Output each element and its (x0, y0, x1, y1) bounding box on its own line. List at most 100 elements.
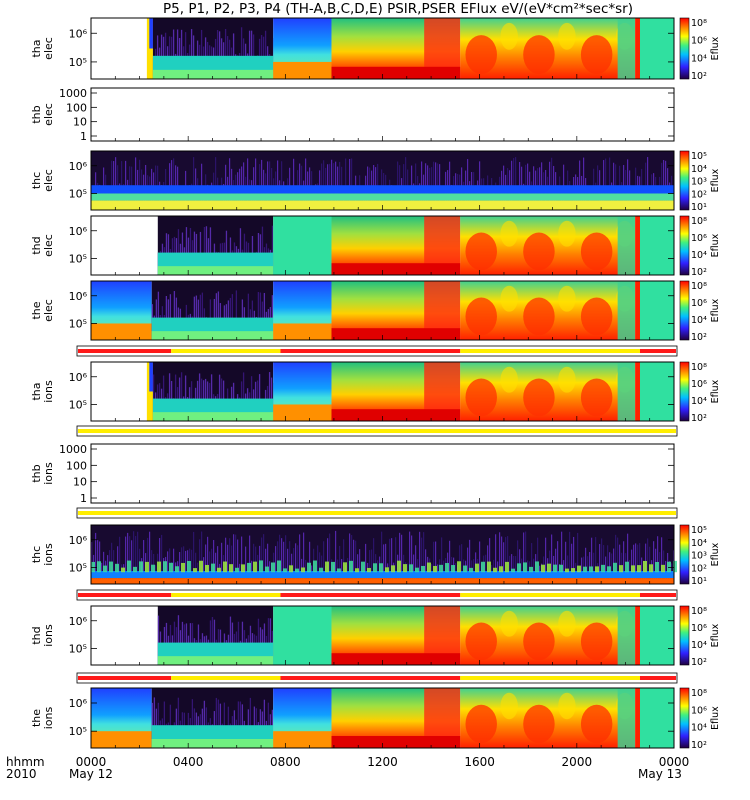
data-cell (499, 532, 501, 584)
colorbar-title: Eflux (710, 298, 721, 322)
y-tick-label: 10⁵ (69, 561, 87, 574)
data-cell (151, 331, 274, 340)
data-cell (558, 22, 576, 50)
data-cell (365, 543, 367, 584)
data-cell (171, 160, 173, 210)
data-cell (531, 543, 533, 584)
data-cell (224, 28, 227, 80)
data-cell (500, 610, 518, 637)
colorbar-tick-label: 10⁴ (691, 53, 707, 64)
data-cell (511, 568, 515, 573)
data-cell (169, 294, 172, 340)
data-cell (411, 535, 413, 584)
data-cell (231, 294, 234, 340)
data-cell (503, 542, 505, 584)
colorbar-tick-label: 10⁸ (691, 281, 707, 292)
data-cell (595, 566, 599, 573)
data-cell (627, 159, 629, 210)
colorbar (679, 150, 690, 211)
data-cell (283, 568, 287, 573)
mode-bar-segment (639, 349, 676, 353)
data-cell (467, 547, 469, 584)
data-cell (639, 281, 674, 340)
data-cell (263, 534, 265, 584)
mode-bar-tha-ions (76, 425, 678, 437)
panel-ylabel: the (30, 709, 43, 727)
data-cell (577, 532, 579, 584)
data-cell (565, 568, 569, 573)
data-cell (135, 536, 137, 584)
data-cell (129, 536, 131, 584)
data-cell (401, 534, 403, 584)
colorbar-title: Eflux (710, 623, 721, 647)
panel-ylabel-units: elec (42, 103, 55, 126)
colorbar-tick-label: 10⁴ (691, 250, 707, 261)
data-cell (423, 532, 425, 584)
data-cell (331, 263, 461, 275)
hhmm-label: hhmm (6, 755, 45, 769)
data-cell (180, 372, 183, 421)
data-cell (255, 158, 257, 210)
data-cell (177, 697, 180, 748)
data-cell (577, 565, 581, 573)
data-cell (181, 562, 185, 573)
colorbar-tick-label: 10⁸ (691, 606, 707, 617)
data-cell (635, 18, 640, 79)
data-cell (547, 563, 551, 573)
data-cell (264, 30, 267, 80)
data-cell (465, 297, 497, 336)
data-cell (647, 157, 649, 210)
data-cell (673, 560, 677, 573)
data-cell (385, 543, 387, 584)
data-cell (573, 536, 575, 584)
y-tick-label: 10⁶ (69, 534, 88, 547)
data-cell (287, 548, 289, 584)
data-cell (661, 537, 663, 584)
data-cell (109, 561, 113, 573)
data-cell (351, 535, 353, 584)
data-cell (373, 563, 377, 573)
data-cell (409, 531, 411, 584)
data-cell (589, 566, 593, 573)
data-cell (184, 375, 187, 421)
data-cell (193, 531, 195, 584)
data-cell (265, 566, 269, 573)
data-cell (463, 565, 467, 573)
data-cell (551, 534, 553, 584)
data-cell (558, 692, 576, 720)
data-cell (267, 543, 269, 584)
data-cell (580, 704, 613, 744)
data-cell (331, 409, 461, 421)
colorbar-tick-label: 10² (691, 413, 707, 424)
data-cell (558, 366, 576, 393)
colorbar (679, 687, 690, 749)
data-cell (617, 281, 636, 340)
data-cell (595, 537, 597, 584)
data-cell (635, 543, 637, 584)
data-cell (617, 18, 636, 79)
data-cell (558, 285, 576, 312)
data-cell (639, 606, 674, 665)
data-cell (199, 294, 202, 340)
data-cell (97, 561, 101, 573)
x-tick-label: 0000 (659, 755, 690, 769)
data-cell (615, 534, 617, 584)
data-cell (353, 539, 355, 584)
data-cell (607, 566, 611, 573)
data-cell (449, 540, 451, 584)
data-cell (441, 537, 443, 584)
panel-thb-ions: 1000 100 10 1 thb ions (30, 443, 675, 505)
colorbar-title: Eflux (710, 379, 721, 403)
data-cell (561, 531, 563, 584)
data-cell (269, 618, 272, 665)
data-cell (279, 534, 281, 584)
mode-bar-thd-ions (76, 672, 678, 684)
data-cell (419, 531, 421, 584)
data-cell (115, 563, 119, 573)
data-cell (258, 374, 261, 421)
y-tick-label: 10⁶ (69, 371, 88, 384)
data-cell (639, 362, 674, 421)
data-cell (215, 697, 218, 748)
